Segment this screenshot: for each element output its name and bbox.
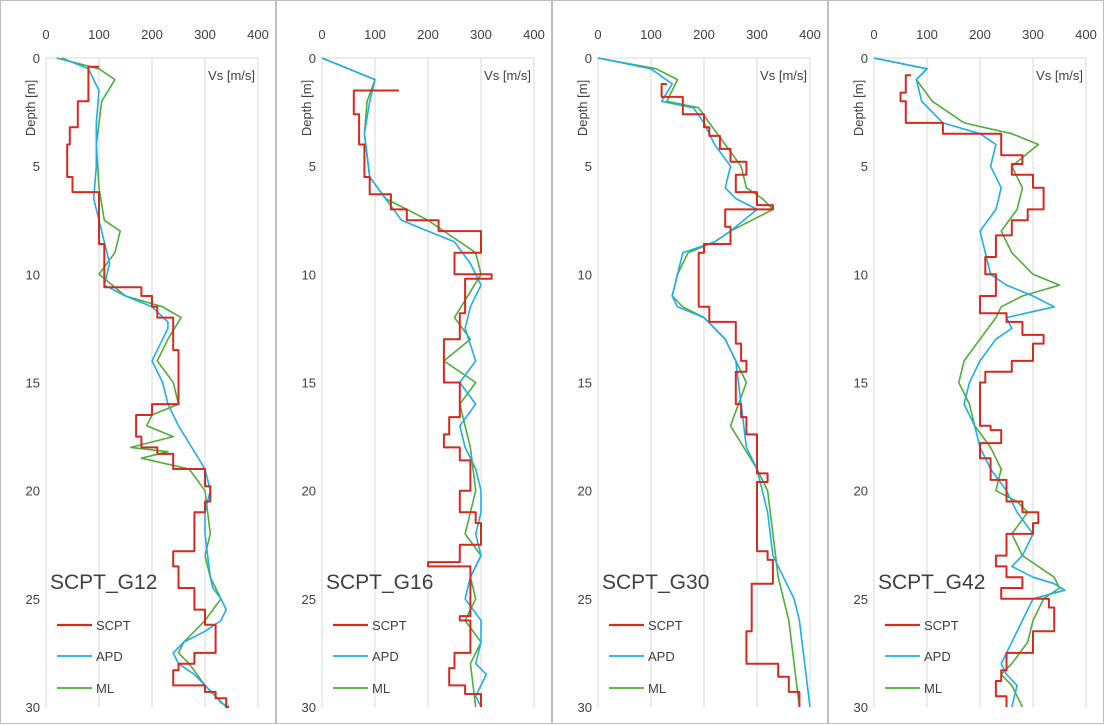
y-tick-label: 0 xyxy=(861,51,868,66)
legend-label-ml: ML xyxy=(372,681,390,696)
y-tick-label: 30 xyxy=(578,700,592,715)
x-tick-label: 300 xyxy=(1022,27,1044,42)
y-tick-label: 25 xyxy=(26,592,40,607)
x-tick-label: 200 xyxy=(417,27,439,42)
y-axis-label: Depth [m] xyxy=(23,80,38,136)
y-tick-label: 15 xyxy=(854,376,868,391)
x-tick-label: 400 xyxy=(523,27,545,42)
y-tick-label: 30 xyxy=(26,700,40,715)
legend-label-ml: ML xyxy=(924,681,942,696)
panel-title: SCPT_G12 xyxy=(50,571,157,594)
series-ml-line xyxy=(597,57,801,708)
y-tick-label: 30 xyxy=(854,700,868,715)
y-tick-label: 10 xyxy=(854,267,868,282)
x-tick-label: 200 xyxy=(141,27,163,42)
legend-label-scpt: SCPT xyxy=(96,618,131,633)
x-tick-label: 0 xyxy=(42,27,49,42)
series-scpt-line xyxy=(352,89,493,707)
x-tick-label: 200 xyxy=(693,27,715,42)
x-axis-label: Vs [m/s] xyxy=(208,68,255,83)
x-tick-label: 100 xyxy=(916,27,938,42)
panel-frame xyxy=(0,0,276,724)
y-tick-label: 25 xyxy=(302,592,316,607)
panel-3: 0 100 200 300 400 0 5 10 15 20 25 30 Depth [m] Vs [m/… xyxy=(552,0,828,724)
y-tick-label: 5 xyxy=(309,159,316,174)
x-tick-label: 300 xyxy=(746,27,768,42)
panel-1: 0 100 200 300 400 0 5 10 15 20 25 30 Depth [m] Vs [m/… xyxy=(0,0,276,724)
panel-frame xyxy=(276,0,552,724)
series-scpt-line xyxy=(899,74,1056,707)
y-tick-label: 10 xyxy=(578,267,592,282)
series-scpt-line xyxy=(66,65,229,708)
y-tick-label: 0 xyxy=(33,51,40,66)
x-tick-label: 400 xyxy=(247,27,269,42)
legend-label-apd: APD xyxy=(372,649,399,664)
legend-label-ml: ML xyxy=(648,681,666,696)
x-tick-label: 200 xyxy=(969,27,991,42)
x-tick-label: 0 xyxy=(318,27,325,42)
series-apd-line xyxy=(321,57,488,708)
panel-4: 0 100 200 300 400 0 5 10 15 20 25 30 Depth [m] Vs [m/… xyxy=(828,0,1104,724)
legend-label-ml: ML xyxy=(96,681,114,696)
y-tick-label: 25 xyxy=(854,592,868,607)
x-axis-label: Vs [m/s] xyxy=(484,68,531,83)
y-tick-label: 15 xyxy=(26,376,40,391)
x-axis-label: Vs [m/s] xyxy=(760,68,807,83)
y-tick-label: 10 xyxy=(302,267,316,282)
y-axis-label: Depth [m] xyxy=(575,80,590,136)
series-ml-line xyxy=(873,57,1061,708)
panel-title: SCPT_G42 xyxy=(878,571,985,594)
legend-label-apd: APD xyxy=(924,649,951,664)
panel-title: SCPT_G30 xyxy=(602,571,709,594)
panel-2: 0 100 200 300 400 0 5 10 15 20 25 30 Depth [m] Vs [m/… xyxy=(276,0,552,724)
panel-frame xyxy=(828,0,1104,724)
y-tick-label: 5 xyxy=(33,159,40,174)
x-tick-label: 0 xyxy=(870,27,877,42)
legend-label-apd: APD xyxy=(96,649,123,664)
y-axis-label: Depth [m] xyxy=(851,80,866,136)
series-apd-line xyxy=(873,57,1066,708)
x-tick-label: 400 xyxy=(1075,27,1097,42)
series-apd-line xyxy=(597,57,811,708)
series-scpt-line xyxy=(660,83,801,707)
x-tick-label: 100 xyxy=(364,27,386,42)
y-tick-label: 10 xyxy=(26,267,40,282)
x-tick-label: 300 xyxy=(470,27,492,42)
x-tick-label: 0 xyxy=(594,27,601,42)
y-tick-label: 20 xyxy=(854,484,868,499)
y-tick-label: 25 xyxy=(578,592,592,607)
legend-label-scpt: SCPT xyxy=(372,618,407,633)
legend-label-scpt: SCPT xyxy=(924,618,959,633)
y-tick-label: 20 xyxy=(302,484,316,499)
panel-title: SCPT_G16 xyxy=(326,571,433,594)
y-tick-label: 15 xyxy=(302,376,316,391)
x-axis-label: Vs [m/s] xyxy=(1036,68,1083,83)
y-tick-label: 5 xyxy=(861,159,868,174)
x-tick-label: 300 xyxy=(194,27,216,42)
y-tick-label: 0 xyxy=(585,51,592,66)
x-tick-label: 100 xyxy=(88,27,110,42)
y-tick-label: 20 xyxy=(578,484,592,499)
y-tick-label: 5 xyxy=(585,159,592,174)
x-tick-label: 100 xyxy=(640,27,662,42)
y-tick-label: 0 xyxy=(309,51,316,66)
panel-frame xyxy=(552,0,828,724)
y-axis-label: Depth [m] xyxy=(299,80,314,136)
legend-label-apd: APD xyxy=(648,649,675,664)
y-tick-label: 30 xyxy=(302,700,316,715)
legend-label-scpt: SCPT xyxy=(648,618,683,633)
y-tick-label: 15 xyxy=(578,376,592,391)
x-tick-label: 400 xyxy=(799,27,821,42)
y-tick-label: 20 xyxy=(26,484,40,499)
